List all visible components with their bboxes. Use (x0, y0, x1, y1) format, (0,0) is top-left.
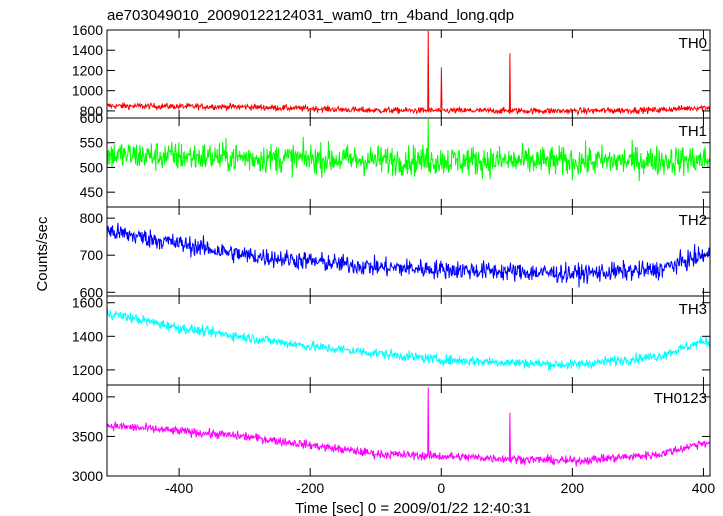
panel-th0: 800 1000 1200 1400 1600 TH0 (72, 22, 711, 119)
x-tick-label: 200 (561, 480, 585, 496)
y-tick-label: 1000 (72, 83, 103, 99)
panel-th2: 600 700 800 TH2 (80, 206, 711, 300)
x-tick-label: -200 (296, 480, 324, 496)
y-tick-label: 450 (80, 184, 104, 200)
y-tick-label: 1600 (72, 22, 103, 38)
panel-frame (106, 384, 711, 477)
y-tick-label: 800 (80, 103, 104, 119)
panel-th3: 1200 1400 1600 TH3 (72, 295, 711, 386)
panels-group: 800 1000 1200 1400 1600 TH0 450 500 550 600 TH1 600… (72, 22, 715, 496)
x-tick-label: 400 (692, 480, 716, 496)
y-tick-label: 3000 (72, 468, 103, 484)
panel-label: TH0 (679, 35, 707, 52)
panel-label: TH3 (679, 301, 707, 318)
y-tick-label: 3500 (72, 428, 103, 444)
y-tick-label: 1400 (72, 42, 103, 58)
y-tick-label: 550 (80, 135, 104, 151)
y-tick-label: 600 (80, 284, 104, 300)
panel-frame (106, 295, 711, 386)
series-th2 (107, 222, 710, 288)
y-tick-label: 1600 (72, 295, 103, 311)
panel-label: TH1 (679, 123, 707, 140)
y-tick-label: 1200 (72, 362, 103, 378)
panel-th0123: 3000 3500 4000 TH0123 (72, 384, 711, 484)
y-tick-label: 4000 (72, 389, 103, 405)
y-tick-label: 1200 (72, 62, 103, 78)
y-tick-label: 500 (80, 159, 104, 175)
y-tick-label: 1400 (72, 328, 103, 344)
panel-label: TH0123 (654, 390, 707, 407)
series-th1 (107, 118, 710, 181)
y-axis-label: Counts/sec (34, 216, 51, 292)
x-tick-label: -400 (165, 480, 193, 496)
y-tick-label: 600 (80, 110, 104, 126)
x-axis-label: Time [sec] 0 = 2009/01/22 12:40:31 (295, 500, 531, 516)
chart-title: ae703049010_20090122124031_wam0_trn_4ban… (107, 7, 514, 24)
series-th0 (107, 31, 710, 117)
series-th3 (107, 308, 710, 371)
series-th0123 (107, 387, 710, 467)
y-tick-label: 700 (80, 247, 104, 263)
y-tick-label: 800 (80, 210, 104, 226)
x-tick-label: 0 (437, 480, 445, 496)
panel-th1: 450 500 550 600 TH1 (80, 110, 711, 208)
panel-label: TH2 (679, 212, 707, 229)
